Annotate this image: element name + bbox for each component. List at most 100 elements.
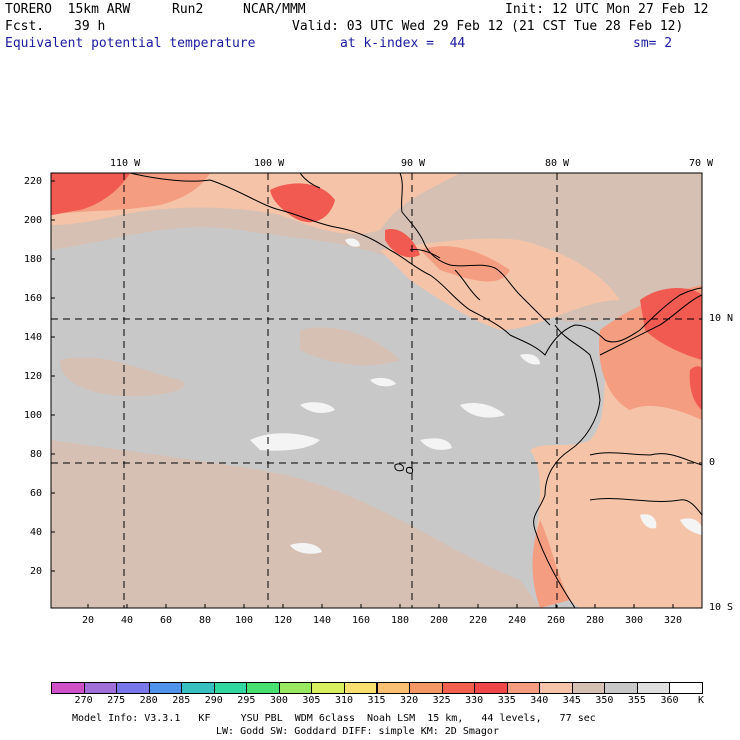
colorbar-label: 315	[367, 695, 386, 706]
x-tick-label: 280	[586, 615, 605, 626]
field-shading	[51, 173, 702, 608]
colorbar-swatch	[409, 682, 443, 694]
run-label: Run2	[172, 2, 204, 17]
colorbar-swatch	[51, 682, 85, 694]
colorbar-label: 275	[107, 695, 126, 706]
white-patch	[520, 354, 540, 365]
axis-ticks	[51, 180, 674, 608]
valid-time: Valid: 03 UTC Wed 29 Feb 12 (21 CST Tue …	[292, 19, 684, 34]
colorbar-swatch	[376, 682, 411, 694]
lon-label-110w: 110 W	[110, 158, 141, 169]
caribbean-coast	[399, 173, 551, 326]
white-patch	[640, 514, 657, 529]
white-patch	[345, 238, 360, 247]
red-region	[51, 173, 130, 215]
galapagos	[394, 463, 404, 472]
lat-label-10n: 10 N	[709, 313, 734, 324]
x-tick-label: 320	[664, 615, 683, 626]
x-tick-label: 20	[82, 615, 95, 626]
colorbar-swatch	[539, 682, 573, 694]
x-tick-label: 240	[508, 615, 527, 626]
colorbar-swatch	[571, 682, 606, 694]
colorbar-swatch	[636, 682, 671, 694]
colorbar-label: 345	[562, 695, 581, 706]
y-tick-label: 20	[30, 566, 43, 577]
colorbar-label: 340	[530, 695, 549, 706]
colorbar-label: 300	[269, 695, 288, 706]
y-tick-label: 220	[24, 176, 43, 187]
x-tick-label: 120	[274, 615, 293, 626]
colorbar-label: 270	[74, 695, 93, 706]
lat-label-10s: 10 S	[709, 602, 734, 613]
colorbar-swatch	[181, 682, 215, 694]
smoothing-label: sm= 2	[633, 36, 673, 51]
central-america-pacific-coast	[129, 173, 702, 356]
colorbar-swatch	[343, 682, 378, 694]
x-tick-label: 140	[313, 615, 332, 626]
level-label: at k-index = 44	[340, 36, 466, 51]
white-patch	[290, 542, 322, 554]
colorbar-label: 310	[334, 695, 353, 706]
lon-label-100w: 100 W	[254, 158, 285, 169]
lat-label-0: 0	[709, 457, 716, 468]
physics-info: LW: Godd SW: Goddard DIFF: simple KM: 2D…	[216, 726, 499, 737]
colorbar-swatch	[441, 682, 476, 694]
colorbar-swatch	[506, 682, 541, 694]
colorbar	[51, 682, 703, 694]
center-label: NCAR/MMM	[243, 2, 306, 17]
colorbar-label: 290	[204, 695, 223, 706]
y-tick-label: 40	[30, 527, 43, 538]
colorbar-swatch	[669, 682, 703, 694]
colorbar-swatch	[116, 682, 150, 694]
colorbar-label: 295	[237, 695, 256, 706]
tan-patch	[300, 327, 400, 366]
map-frame	[50, 172, 703, 609]
y-tick-label: 160	[24, 293, 43, 304]
x-tick-label: 80	[199, 615, 212, 626]
red-region-mexico	[270, 183, 335, 223]
lon-label-70w: 70 W	[689, 158, 714, 169]
colombia-border	[599, 294, 702, 356]
y-tick-label: 100	[24, 410, 43, 421]
graticule	[51, 173, 702, 608]
model-info: Model Info: V3.3.1 KF YSU PBL WDM 6class…	[72, 713, 596, 724]
red-region-venezuela	[640, 288, 702, 360]
guatemala-border	[409, 249, 441, 259]
white-patch	[370, 377, 396, 387]
x-tick-label: 200	[430, 615, 449, 626]
colorbar-swatch	[278, 682, 313, 694]
colorbar-label: 305	[302, 695, 321, 706]
colorbar-label: 330	[465, 695, 484, 706]
red-region-east	[689, 366, 702, 410]
mexico-coast	[299, 173, 321, 189]
salmon-region-peru	[532, 520, 570, 608]
white-patch	[680, 518, 702, 535]
y-tick-label: 200	[24, 215, 43, 226]
colorbar-swatch	[474, 682, 508, 694]
x-tick-label: 100	[235, 615, 254, 626]
colorbar-swatch	[213, 682, 248, 694]
x-tick-label: 220	[469, 615, 488, 626]
forecast-label: Fcst.	[5, 19, 45, 34]
colorbar-label: 285	[172, 695, 191, 706]
tan-region-south	[51, 440, 540, 608]
coastlines	[129, 173, 702, 608]
white-patch	[420, 438, 452, 450]
colorbar-swatch	[246, 682, 280, 694]
colorbar-unit: K	[698, 695, 705, 706]
ecuador-peru-border	[589, 452, 702, 466]
init-time: Init: 12 UTC Mon 27 Feb 12	[505, 2, 709, 17]
colorbar-swatch	[83, 682, 118, 694]
peru-border	[589, 498, 702, 516]
colorbar-label: 335	[497, 695, 516, 706]
lon-label-80w: 80 W	[545, 158, 570, 169]
forecast-hours: 39 h	[74, 19, 106, 34]
lon-label-90w: 90 W	[401, 158, 426, 169]
salmon-region-honduras	[420, 246, 510, 282]
x-tick-label: 300	[625, 615, 644, 626]
colorbar-label: 355	[627, 695, 646, 706]
colorbar-label: 325	[432, 695, 451, 706]
colorbar-label: 320	[400, 695, 419, 706]
model-name: TORERO 15km ARW	[5, 2, 131, 17]
